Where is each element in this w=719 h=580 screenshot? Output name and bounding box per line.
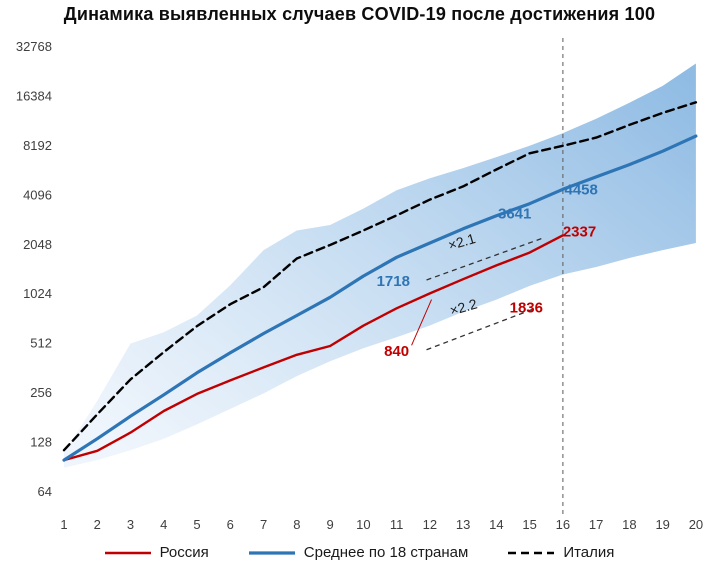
y-tick-label: 4096 — [23, 187, 52, 202]
x-tick-label: 17 — [589, 517, 603, 532]
y-tick-label: 512 — [30, 336, 52, 351]
x-tick-label: 14 — [489, 517, 503, 532]
legend-label: Среднее по 18 странам — [303, 544, 469, 561]
y-tick-label: 1024 — [23, 286, 52, 301]
x-tick-label: 18 — [622, 517, 636, 532]
x-tick-label: 20 — [689, 517, 703, 532]
y-tick-label: 2048 — [23, 237, 52, 252]
y-tick-label: 128 — [30, 435, 52, 450]
series-line-1 — [62, 134, 698, 462]
growth-guide-line-0 — [426, 237, 544, 281]
annotation-1836: 1836 — [510, 300, 543, 317]
legend-item-1: Среднее по 18 странам — [248, 544, 469, 561]
y-tick-label: 256 — [30, 385, 52, 400]
x-tick-label: 19 — [655, 517, 669, 532]
x-tick-label: 10 — [356, 517, 370, 532]
y-tick-label: 16384 — [16, 88, 52, 103]
x-tick-label: 15 — [522, 517, 536, 532]
annotation-4458: 4458 — [565, 181, 598, 198]
y-tick-label: 32768 — [16, 39, 52, 54]
legend-line-sample — [248, 550, 295, 555]
legend-label: Италия — [563, 544, 615, 561]
annotation-2337: 2337 — [563, 223, 596, 240]
x-tick-label: 8 — [293, 517, 300, 532]
x-tick-label: 3 — [127, 517, 134, 532]
x-tick-label: 13 — [456, 517, 470, 532]
growth-guide-line-2 — [411, 299, 432, 346]
legend-item-0: Россия — [104, 544, 209, 561]
growth-guide-line-1 — [426, 306, 540, 351]
x-tick-label: 11 — [390, 517, 404, 532]
x-tick-label: 6 — [227, 517, 234, 532]
x-tick-label: 1 — [60, 517, 67, 532]
series-line-2 — [62, 101, 698, 452]
y-tick-label: 64 — [38, 484, 52, 499]
annotation-×2.1: ×2.1 — [446, 230, 477, 253]
x-tick-label: 12 — [423, 517, 437, 532]
annotation-1718: 1718 — [377, 273, 410, 290]
chart-title: Динамика выявленных случаев COVID-19 пос… — [63, 4, 656, 24]
series-line-0 — [62, 234, 565, 462]
x-tick-label: 16 — [556, 517, 570, 532]
annotation-3641: 3641 — [498, 206, 531, 223]
legend: Россия Среднее по 18 странам Италия — [0, 544, 719, 561]
annotation-×2.2: ×2.2 — [448, 295, 479, 318]
legend-line-sample — [508, 551, 555, 554]
x-tick-label: 7 — [260, 517, 267, 532]
x-tick-label: 2 — [94, 517, 101, 532]
annotation-840: 840 — [384, 343, 409, 360]
x-tick-label: 5 — [193, 517, 200, 532]
y-tick-label: 8192 — [23, 138, 52, 153]
legend-line-sample — [104, 551, 151, 554]
legend-item-2: Италия — [508, 544, 614, 561]
x-tick-label: 4 — [160, 517, 167, 532]
legend-label: Россия — [159, 544, 209, 561]
x-tick-label: 9 — [326, 517, 333, 532]
